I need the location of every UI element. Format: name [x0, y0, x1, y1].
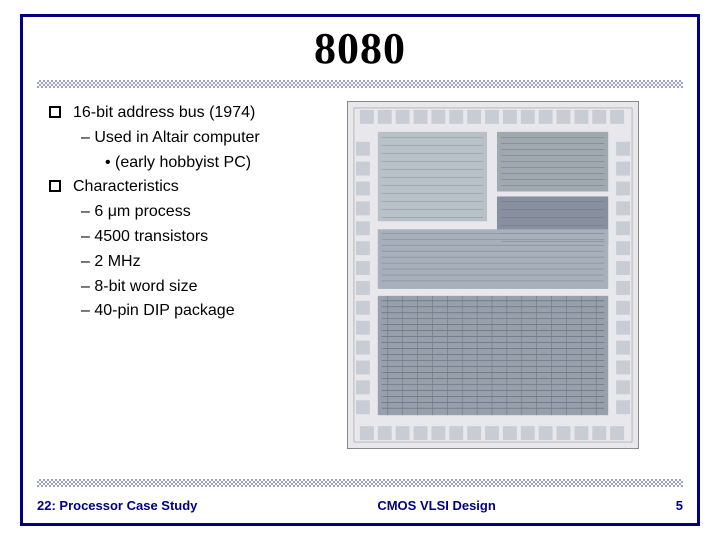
bullet-text: 16-bit address bus (1974) — [73, 101, 255, 126]
bullet-text: Used in Altair computer — [94, 129, 259, 146]
footer: 22: Processor Case Study CMOS VLSI Desig… — [37, 498, 683, 513]
bullet-text: 6 μm process — [94, 203, 190, 220]
bullet-item: 8-bit word size — [81, 275, 339, 300]
footer-page-number: 5 — [676, 498, 683, 513]
bullet-text: 2 MHz — [94, 253, 140, 270]
footer-left: 22: Processor Case Study — [37, 498, 197, 513]
bullet-item: 6 μm process — [81, 200, 339, 225]
checkbox-bullet-icon — [49, 180, 61, 192]
bullet-item: 40-pin DIP package — [81, 299, 339, 324]
divider-bottom — [37, 479, 683, 487]
die-micrograph — [347, 101, 639, 449]
bullet-item: 16-bit address bus (1974) — [49, 101, 339, 126]
bullet-item: 4500 transistors — [81, 225, 339, 250]
bullet-text: Characteristics — [73, 175, 179, 200]
bullet-text: 4500 transistors — [94, 228, 208, 245]
bullet-item: (early hobbyist PC) — [105, 151, 339, 176]
content-area: 16-bit address bus (1974) Used in Altair… — [49, 101, 339, 324]
divider-top — [37, 80, 683, 88]
bullet-text: 8-bit word size — [94, 278, 197, 295]
bullet-item: 2 MHz — [81, 250, 339, 275]
slide-frame: 8080 16-bit address bus (1974) Used in A… — [20, 14, 700, 526]
bullet-item: Characteristics — [49, 175, 339, 200]
bullet-text: (early hobbyist PC) — [115, 154, 251, 171]
slide-title: 8080 — [23, 23, 697, 74]
checkbox-bullet-icon — [49, 106, 61, 118]
footer-center: CMOS VLSI Design — [377, 498, 495, 513]
bullet-text: 40-pin DIP package — [94, 302, 234, 319]
bullet-item: Used in Altair computer — [81, 126, 339, 151]
